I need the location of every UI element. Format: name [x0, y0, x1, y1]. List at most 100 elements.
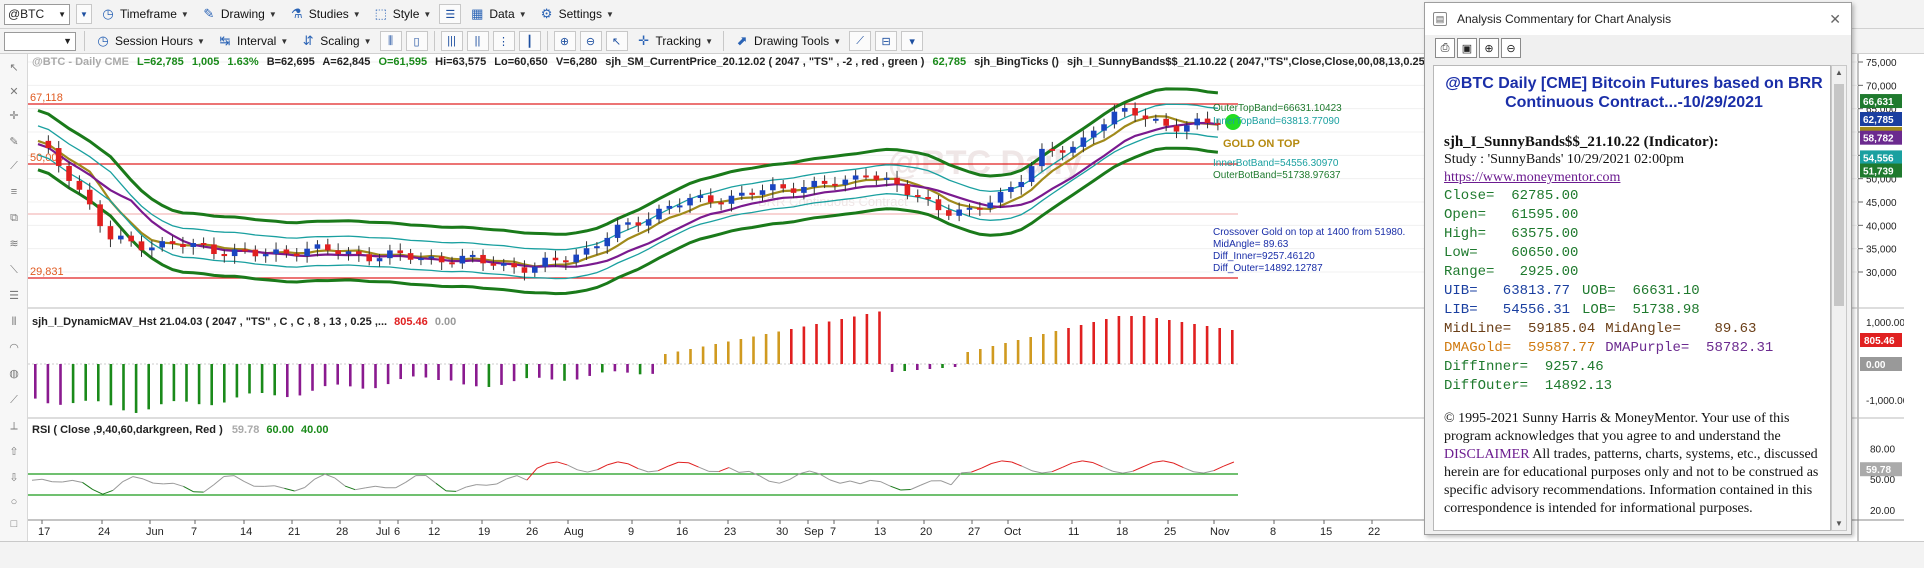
symbol-menu-button[interactable]: ▼ — [76, 4, 92, 24]
tracking-menu[interactable]: ✛ Tracking ▼ — [630, 30, 720, 52]
session-hours-menu[interactable]: ◷ Session Hours ▼ — [89, 30, 211, 52]
rsi-segment — [961, 471, 972, 474]
drawing-tools-menu[interactable]: ⬈ Drawing Tools ▼ — [728, 30, 847, 52]
more-tools-button[interactable]: ▾ — [901, 31, 924, 51]
candle-body — [1018, 181, 1025, 188]
zoom-out-icon[interactable]: ⊖ — [579, 31, 602, 51]
chart-type-combo[interactable]: ▼ — [4, 31, 76, 51]
chevron-down-icon: ▼ — [423, 9, 432, 19]
ask: A=62,845 — [322, 56, 371, 68]
down-arrow-tool-icon[interactable]: ⇩ — [9, 472, 19, 484]
dmav-bar — [46, 364, 50, 404]
bars-narrow-button[interactable]: || — [466, 31, 489, 51]
candle-body — [211, 244, 217, 255]
commentary-body[interactable]: @BTC Daily [CME] Bitcoin Futures based o… — [1433, 65, 1831, 531]
commentary-heading: @BTC Daily [CME] Bitcoin Futures based o… — [1445, 75, 1823, 111]
dmav-badge — [1860, 333, 1902, 347]
cursor-icon[interactable]: ↖ — [605, 31, 628, 51]
rsi-segment — [900, 489, 911, 491]
settings-menu[interactable]: ⚙ Settings ▼ — [533, 3, 620, 25]
save-icon[interactable]: ▣ — [1457, 38, 1477, 58]
time-axis[interactable]: 17 24 Jun 7 14 21 28 Jul 6 12 19 26 Aug 9 16 23 30 Sep 7 13… — [38, 520, 1380, 538]
rsi-segment — [456, 486, 467, 492]
ellipse-tool-icon[interactable]: ◍ — [9, 368, 19, 380]
inner-bot-band-label: InnerBotBand=54556.30970 — [1213, 158, 1339, 169]
rsi-segment — [314, 473, 326, 480]
channel-tool-icon[interactable]: ⧉ — [10, 212, 18, 224]
style-menu[interactable]: ⬚ Style ▼ — [367, 3, 438, 25]
price-bars — [45, 102, 1221, 281]
candle-chart-button[interactable]: ▯ — [405, 31, 428, 51]
price-axis[interactable]: 75,00070,00065,00060,00055,00050,00045,0… — [1858, 58, 1902, 279]
panel-titlebar[interactable]: ▤ Analysis Commentary for Chart Analysis… — [1425, 3, 1851, 35]
data-menu[interactable]: ▦ Data ▼ — [463, 3, 532, 25]
arc-tool-icon[interactable]: ◠ — [9, 342, 19, 354]
scroll-thumb[interactable] — [1834, 84, 1844, 306]
timeframe-menu[interactable]: ◷ Timeframe ▼ — [94, 3, 195, 25]
dmav-bar — [260, 364, 264, 393]
interval-icon: ↹ — [219, 33, 231, 48]
dmav-bar — [878, 311, 881, 364]
rsi-segment — [829, 479, 841, 484]
interval-menu[interactable]: ↹ Interval ▼ — [211, 30, 294, 52]
commentary-scrollbar[interactable]: ▲ ▼ — [1831, 65, 1847, 531]
rectangle-tool-icon[interactable]: □ — [10, 518, 18, 530]
bars-all-button[interactable]: ┃ — [518, 31, 541, 51]
candle-body — [883, 177, 890, 180]
trendline-tool-icon[interactable]: ⟋ — [10, 160, 18, 172]
time-tick-label: 18 — [1116, 526, 1128, 538]
moneymentor-link[interactable]: https://www.moneymentor.com — [1444, 170, 1621, 185]
print-icon[interactable]: ⎙ — [1435, 38, 1455, 58]
candle-body — [997, 191, 1004, 203]
rsi-segment — [1163, 460, 1174, 464]
pencil-tool-icon[interactable]: ✎ — [9, 136, 19, 148]
dmav-bar — [651, 364, 654, 374]
bars-wide-button[interactable]: ||| — [440, 31, 463, 51]
studies-menu[interactable]: ⚗ Studies ▼ — [283, 3, 367, 25]
cross-tool-icon[interactable]: ✕ — [9, 86, 19, 98]
signal-dot — [1225, 114, 1241, 130]
dmav-bar — [890, 364, 894, 372]
rsi-segment — [950, 472, 962, 486]
timeline-tool-icon[interactable]: ⟂ — [10, 420, 18, 432]
copyright-part2: All trades, patterns, charts, systems, e… — [1444, 447, 1819, 516]
regression-tool-icon[interactable]: ⟋ — [10, 394, 18, 406]
disclaimer-link[interactable]: DISCLAIMER — [1444, 447, 1530, 462]
channel-button[interactable]: ⊟ — [875, 31, 898, 51]
candle-body — [469, 254, 476, 257]
bar-chart-button[interactable]: ⫼ — [379, 31, 402, 51]
scaling-menu[interactable]: ⇵ Scaling ▼ — [294, 30, 377, 52]
circle-tool-icon[interactable]: ○ — [10, 496, 18, 508]
candle-body — [428, 256, 435, 259]
symbol-input[interactable]: @BTC ▼ — [4, 3, 70, 25]
scroll-up-icon[interactable]: ▲ — [1835, 68, 1843, 77]
levels-tool-icon[interactable]: ☰ — [9, 290, 19, 302]
cycles-tool-icon[interactable]: ⦀ — [11, 316, 17, 328]
dmav-bar — [1067, 328, 1070, 364]
analysis-commentary-window[interactable]: ▤ Analysis Commentary for Chart Analysis… — [1424, 2, 1852, 535]
gann-tool-icon[interactable]: ≋ — [9, 238, 19, 250]
range-value: Range= 2925.00 — [1444, 264, 1579, 280]
layout-button[interactable]: ☰ — [439, 4, 462, 24]
rsi-segment — [890, 485, 901, 491]
crosshair-tool-icon[interactable]: ✛ — [9, 110, 19, 122]
close-icon[interactable]: ✕ — [1829, 11, 1841, 27]
andrews-tool-icon[interactable]: ⟍ — [10, 264, 18, 276]
candle-body — [1049, 148, 1056, 151]
lib-lob-row: LIB= 54556.31 LOB= 51738.98 — [1444, 301, 1824, 320]
dmav-bar — [689, 349, 692, 364]
rsi-segment — [769, 480, 780, 484]
fib-tool-icon[interactable]: ≡ — [10, 186, 18, 198]
scroll-down-icon[interactable]: ▼ — [1835, 519, 1843, 528]
zoom-in-icon[interactable]: ⊕ — [1479, 38, 1499, 58]
rsi-lower: 40.00 — [301, 424, 329, 436]
rsi-segment — [910, 484, 921, 490]
trendline-button[interactable]: ⟋ — [849, 31, 872, 51]
up-arrow-tool-icon[interactable]: ⇧ — [9, 446, 19, 458]
cursor-tool-icon[interactable]: ↖ — [9, 62, 19, 74]
bars-fit-button[interactable]: ⋮ — [492, 31, 515, 51]
rsi-segment — [243, 480, 255, 487]
zoom-in-icon[interactable]: ⊕ — [553, 31, 576, 51]
zoom-out-icon[interactable]: ⊖ — [1501, 38, 1521, 58]
drawing-menu[interactable]: ✎ Drawing ▼ — [195, 3, 283, 25]
